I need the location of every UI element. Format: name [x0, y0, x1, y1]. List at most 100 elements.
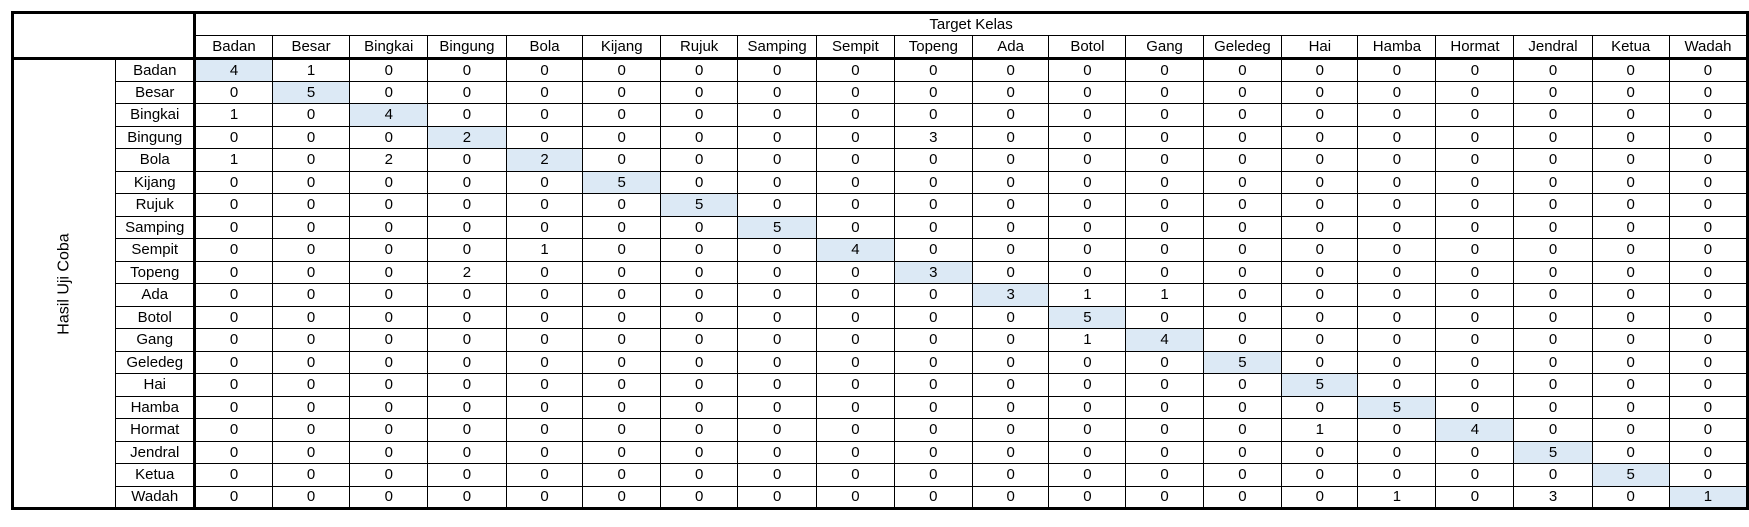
matrix-cell: 0	[1591, 215, 1670, 239]
matrix-cell: 0	[971, 373, 1050, 397]
matrix-cell: 1	[271, 58, 351, 82]
matrix-cell: 0	[1435, 305, 1515, 329]
matrix-cell: 0	[815, 305, 895, 329]
column-header-bola: Bola	[505, 35, 584, 60]
matrix-cell: 0	[1357, 215, 1437, 239]
matrix-cell: 0	[427, 170, 507, 194]
matrix-cell: 0	[893, 80, 973, 104]
matrix-cell: 0	[1513, 395, 1593, 419]
matrix-cell: 0	[737, 260, 817, 284]
matrix-cell: 0	[271, 148, 351, 172]
matrix-cell: 0	[349, 328, 429, 352]
matrix-cell: 0	[349, 305, 429, 329]
column-header-samping: Samping	[737, 35, 817, 60]
matrix-cell: 0	[893, 418, 973, 442]
matrix-cell: 0	[349, 463, 429, 487]
matrix-cell: 0	[971, 103, 1050, 127]
matrix-cell: 1	[1048, 328, 1127, 352]
matrix-cell: 0	[971, 170, 1050, 194]
matrix-cell: 0	[1202, 373, 1283, 397]
row-header-samping: Samping	[115, 215, 197, 239]
matrix-cell: 0	[1513, 328, 1593, 352]
matrix-cell: 0	[1435, 350, 1515, 374]
matrix-cell: 0	[1513, 260, 1593, 284]
row-header-bola: Bola	[115, 148, 197, 172]
matrix-cell: 0	[971, 440, 1050, 464]
matrix-cell: 0	[1202, 440, 1283, 464]
matrix-cell: 0	[1357, 440, 1437, 464]
matrix-cell: 0	[194, 260, 273, 284]
column-header-besar: Besar	[271, 35, 351, 60]
matrix-cell: 0	[893, 58, 973, 82]
matrix-cell: 0	[349, 238, 429, 262]
column-header-bingkai: Bingkai	[349, 35, 429, 60]
matrix-cell: 0	[1357, 193, 1437, 217]
matrix-cell: 0	[893, 193, 973, 217]
matrix-cell: 0	[971, 215, 1050, 239]
matrix-cell: 0	[737, 395, 817, 419]
diagonal-cell: 3	[893, 260, 973, 284]
matrix-cell: 0	[505, 395, 584, 419]
matrix-cell: 0	[582, 215, 661, 239]
matrix-cell: 0	[427, 80, 507, 104]
matrix-cell: 0	[505, 80, 584, 104]
matrix-cell: 0	[271, 283, 351, 307]
matrix-cell: 0	[1202, 193, 1283, 217]
matrix-cell: 0	[505, 215, 584, 239]
matrix-cell: 2	[349, 148, 429, 172]
matrix-cell: 0	[659, 148, 739, 172]
matrix-cell: 0	[505, 125, 584, 149]
diagonal-cell: 4	[1125, 328, 1204, 352]
matrix-cell: 0	[505, 463, 584, 487]
matrix-cell: 0	[737, 373, 817, 397]
matrix-cell: 0	[737, 418, 817, 442]
matrix-cell: 0	[815, 170, 895, 194]
matrix-cell: 0	[349, 283, 429, 307]
matrix-cell: 1	[1048, 283, 1127, 307]
matrix-cell: 0	[1125, 148, 1204, 172]
matrix-cell: 0	[1435, 238, 1515, 262]
matrix-cell: 0	[1591, 283, 1670, 307]
matrix-cell: 0	[1202, 103, 1283, 127]
matrix-cell: 0	[1125, 395, 1204, 419]
table-row: Besar 0 5 0 0 0 0 0 0 0 0 0 0 0 0 0 0 0 0 0 0	[13, 80, 1749, 104]
matrix-cell: 0	[427, 395, 507, 419]
matrix-cell: 0	[971, 485, 1050, 509]
matrix-cell: 0	[815, 440, 895, 464]
matrix-cell: 0	[1513, 463, 1593, 487]
matrix-cell: 3	[1513, 485, 1593, 509]
matrix-cell: 0	[1668, 58, 1749, 82]
matrix-cell: 0	[194, 238, 273, 262]
matrix-cell: 0	[1668, 80, 1749, 104]
diagonal-cell: 5	[1591, 463, 1670, 487]
column-header-jendral: Jendral	[1513, 35, 1593, 60]
matrix-cell: 0	[1125, 305, 1204, 329]
matrix-cell: 0	[582, 418, 661, 442]
matrix-cell: 0	[427, 58, 507, 82]
matrix-cell: 0	[1125, 350, 1204, 374]
diagonal-cell: 5	[1281, 373, 1359, 397]
matrix-cell: 0	[349, 80, 429, 104]
matrix-cell: 0	[1125, 238, 1204, 262]
matrix-cell: 0	[505, 193, 584, 217]
matrix-cell: 0	[582, 350, 661, 374]
matrix-cell: 0	[1668, 373, 1749, 397]
diagonal-cell: 5	[737, 215, 817, 239]
matrix-cell: 0	[893, 148, 973, 172]
matrix-cell: 0	[194, 193, 273, 217]
matrix-cell: 0	[427, 485, 507, 509]
diagonal-cell: 4	[815, 238, 895, 262]
matrix-cell: 0	[349, 58, 429, 82]
matrix-cell: 0	[1281, 125, 1359, 149]
matrix-cell: 0	[659, 103, 739, 127]
matrix-cell: 0	[271, 395, 351, 419]
matrix-cell: 0	[1125, 418, 1204, 442]
matrix-cell: 0	[194, 125, 273, 149]
matrix-cell: 0	[659, 418, 739, 442]
table-row: Hamba 0 0 0 0 0 0 0 0 0 0 0 0 0 0 0 5 0 0 0 0	[13, 395, 1749, 419]
matrix-cell: 0	[271, 373, 351, 397]
matrix-cell: 0	[505, 170, 584, 194]
matrix-cell: 0	[194, 418, 273, 442]
matrix-cell: 0	[1513, 283, 1593, 307]
matrix-cell: 0	[1435, 170, 1515, 194]
